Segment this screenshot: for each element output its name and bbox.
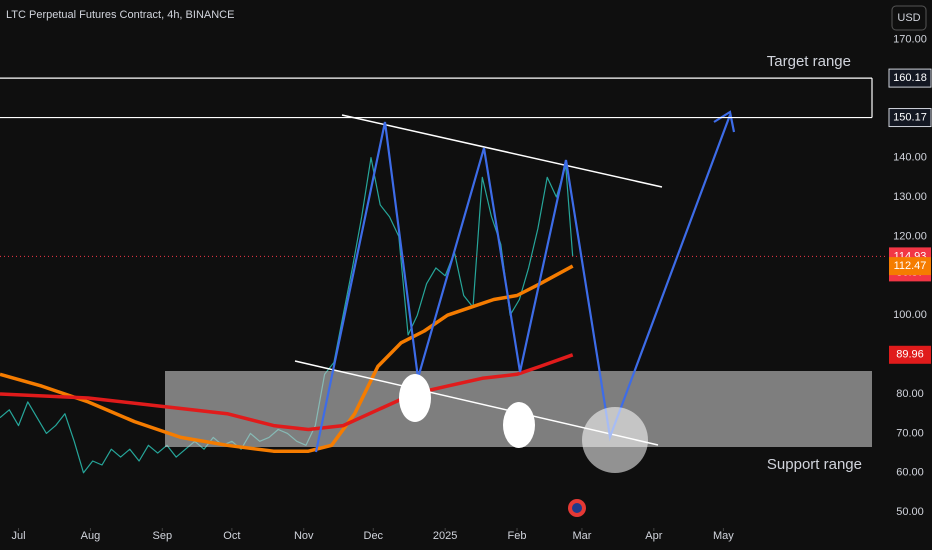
x-tick-label: Oct xyxy=(223,530,240,542)
price-label: 112.47 xyxy=(894,260,927,272)
y-tick-label: 120.00 xyxy=(893,230,927,242)
y-tick-label: 80.00 xyxy=(896,388,924,400)
x-tick-label: Apr xyxy=(645,530,662,542)
price-line xyxy=(0,353,574,432)
x-tick-label: Jul xyxy=(12,530,26,542)
trendline-top xyxy=(341,114,663,188)
bottom-marker xyxy=(503,402,535,448)
y-tick-label: 50.00 xyxy=(896,506,924,518)
price-label-box xyxy=(889,345,931,364)
x-tick-label: Aug xyxy=(81,530,101,542)
price-label-box xyxy=(888,68,932,88)
projected-bottom xyxy=(582,407,648,473)
x-tick-label: May xyxy=(713,530,734,542)
y-tick-label: 60.00 xyxy=(896,467,924,479)
x-tick-label: 2025 xyxy=(433,530,457,542)
price-label-box xyxy=(888,108,932,128)
y-tick-label: 140.00 xyxy=(893,152,927,164)
zigzag-projection xyxy=(314,114,732,453)
annotation: Support range xyxy=(767,456,862,473)
overlay xyxy=(0,264,574,453)
chart-title: LTC Perpetual Futures Contract, 4h, BINA… xyxy=(6,9,234,21)
annotation: Target range xyxy=(767,53,851,70)
y-tick-label: 170.00 xyxy=(893,33,927,45)
price-label: 89.96 xyxy=(896,349,924,361)
arrow-head xyxy=(713,110,736,133)
price-label: 150.17 xyxy=(893,111,927,123)
x-tick-label: Sep xyxy=(153,530,173,542)
x-tick-label: Nov xyxy=(294,530,314,542)
y-tick-label: 100.00 xyxy=(893,309,927,321)
currency: USD xyxy=(897,12,920,24)
price-label-box xyxy=(889,257,931,276)
x-tick-label: Mar xyxy=(572,530,591,542)
event-icon-inner xyxy=(572,503,582,513)
price-label: 160.18 xyxy=(893,72,927,84)
bottom-marker xyxy=(399,374,431,422)
x-tick-label: Feb xyxy=(508,530,527,542)
y-tick-label: 130.00 xyxy=(893,191,927,203)
currency-button[interactable] xyxy=(891,5,927,31)
y-tick-label: 70.00 xyxy=(896,427,924,439)
x-tick-label: Dec xyxy=(364,530,384,542)
price-line xyxy=(0,264,574,453)
